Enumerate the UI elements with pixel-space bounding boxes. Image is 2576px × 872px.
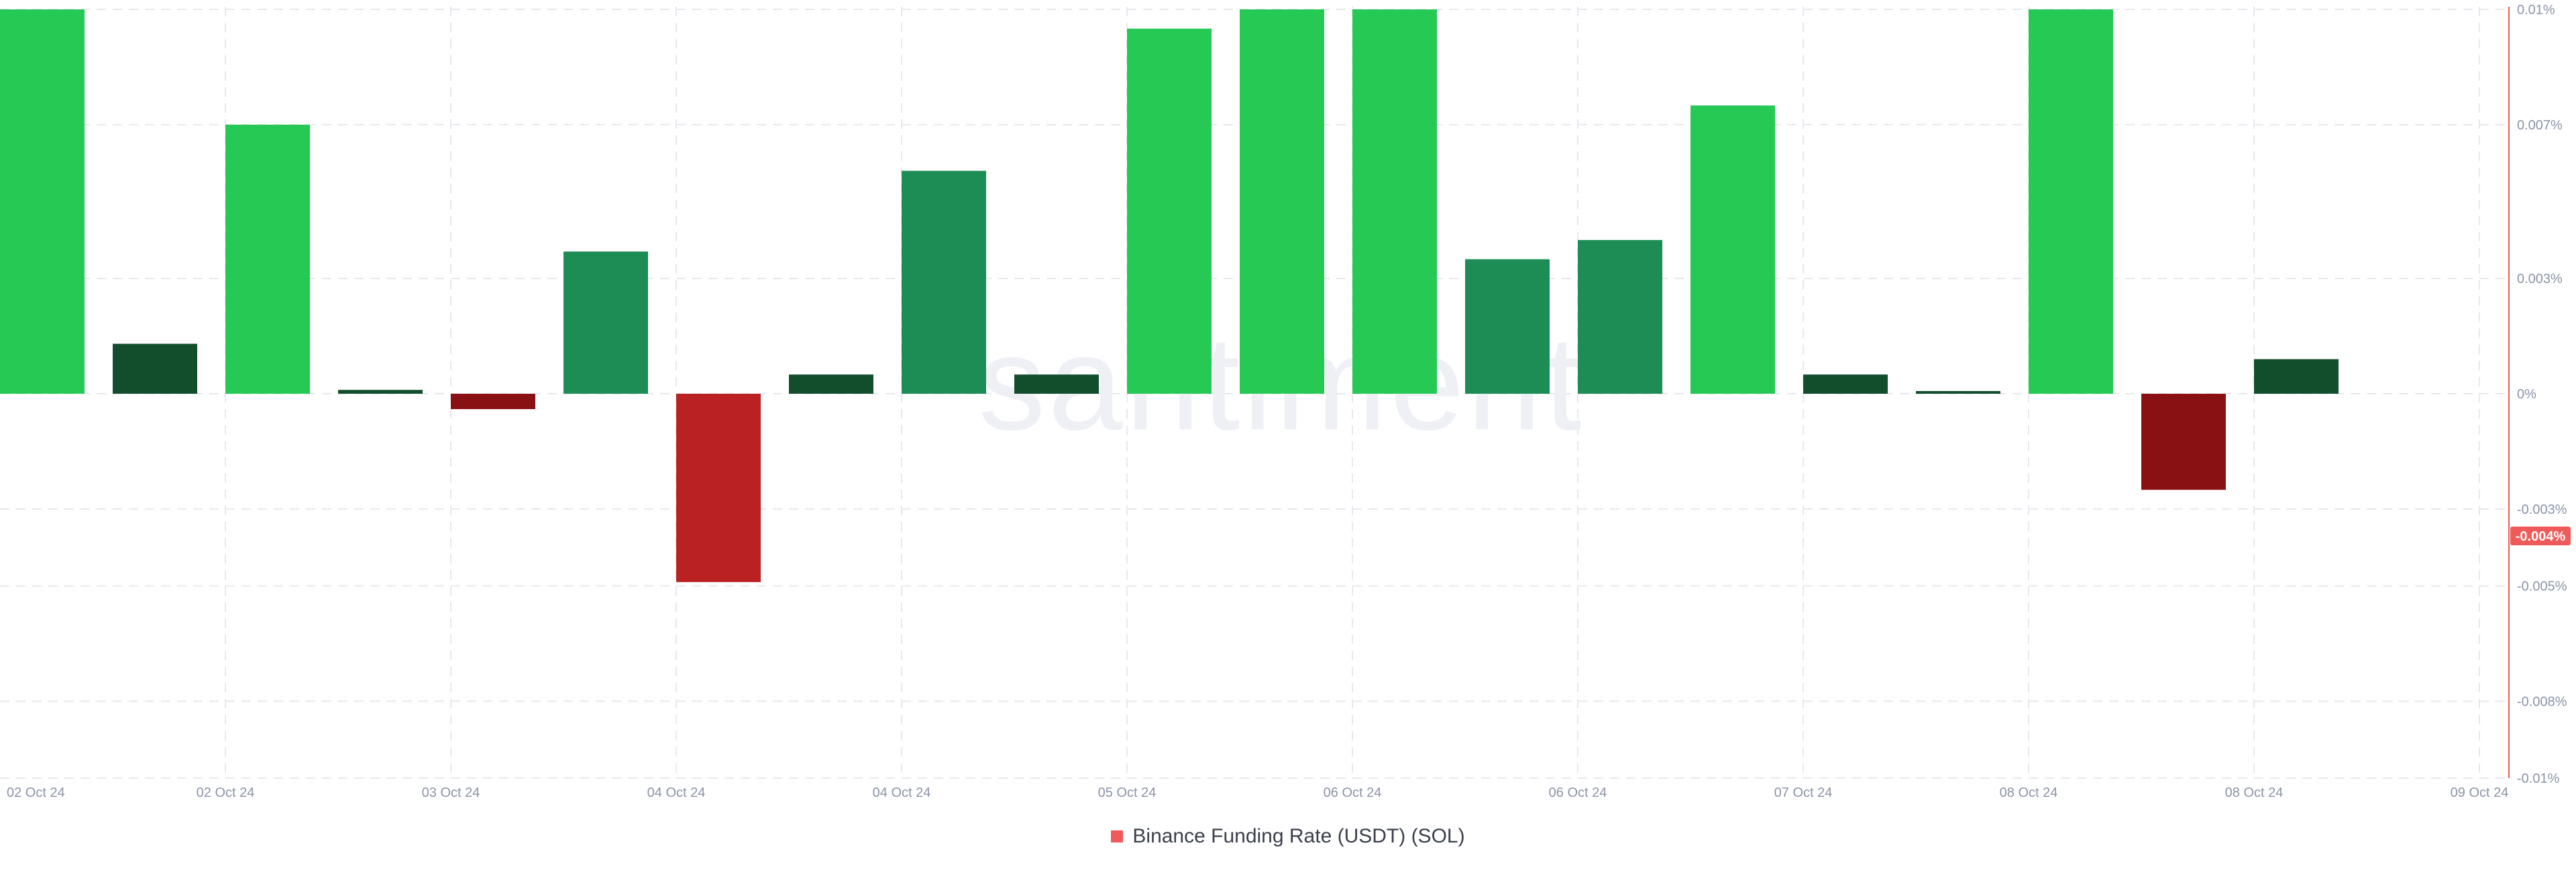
bar-9[interactable] bbox=[902, 170, 986, 394]
current-value-badge: -0.004% bbox=[2510, 527, 2571, 546]
bar-8[interactable] bbox=[789, 374, 873, 394]
x-tick-label: 06 Oct 24 bbox=[1324, 785, 1382, 800]
y-tick-label: -0.01% bbox=[2517, 771, 2560, 786]
bar-7[interactable] bbox=[676, 394, 761, 582]
bar-21[interactable] bbox=[2254, 359, 2339, 394]
bar-18[interactable] bbox=[1916, 391, 2000, 394]
y-axis-ticks: 0.01% 0.007% 0.003% 0% -0.003% -0.005% -0.008%… bbox=[2517, 3, 2567, 786]
y-tick-label: -0.005% bbox=[2517, 580, 2567, 594]
legend-item[interactable]: Binance Funding Rate (USDT) (SOL) bbox=[1111, 825, 1465, 848]
bar-2[interactable] bbox=[113, 343, 197, 394]
bar-16[interactable] bbox=[1690, 105, 1775, 394]
x-tick-label: 05 Oct 24 bbox=[1098, 785, 1157, 800]
current-value-label: -0.004% bbox=[2516, 529, 2566, 544]
y-tick-label: -0.008% bbox=[2517, 694, 2567, 709]
bar-12[interactable] bbox=[1240, 9, 1324, 394]
bar-19[interactable] bbox=[2029, 9, 2113, 394]
x-tick-label: 08 Oct 24 bbox=[2225, 785, 2284, 800]
bar-4[interactable] bbox=[338, 390, 423, 394]
x-tick-label: 04 Oct 24 bbox=[647, 785, 706, 800]
x-tick-label: 03 Oct 24 bbox=[422, 785, 480, 800]
x-tick-label: 08 Oct 24 bbox=[2000, 785, 2058, 800]
bar-11[interactable] bbox=[1127, 28, 1212, 394]
legend-label: Binance Funding Rate (USDT) (SOL) bbox=[1132, 825, 1465, 847]
bar-14[interactable] bbox=[1465, 259, 1550, 394]
bar-3[interactable] bbox=[225, 124, 310, 394]
bar-6[interactable] bbox=[564, 251, 648, 394]
bar-13[interactable] bbox=[1352, 9, 1437, 394]
x-tick-label: 02 Oct 24 bbox=[197, 785, 255, 800]
y-tick-label: 0.003% bbox=[2517, 272, 2563, 286]
bar-15[interactable] bbox=[1578, 239, 1662, 394]
bars bbox=[0, 9, 2339, 582]
bar-5[interactable] bbox=[451, 394, 535, 409]
bar-1[interactable] bbox=[0, 9, 85, 394]
bar-20[interactable] bbox=[2141, 394, 2226, 490]
x-tick-label: 06 Oct 24 bbox=[1549, 785, 1607, 800]
legend: Binance Funding Rate (USDT) (SOL) bbox=[0, 825, 2576, 848]
y-tick-label: 0.01% bbox=[2517, 3, 2555, 17]
legend-swatch bbox=[1111, 830, 1124, 842]
bar-10[interactable] bbox=[1014, 374, 1099, 394]
x-axis-ticks: 02 Oct 24 02 Oct 24 03 Oct 24 04 Oct 24 04 O… bbox=[7, 785, 2508, 800]
x-tick-label: 04 Oct 24 bbox=[873, 785, 931, 800]
current-value-badge-bg bbox=[2510, 527, 2571, 546]
y-tick-label: 0% bbox=[2517, 387, 2536, 402]
bar-17[interactable] bbox=[1803, 374, 1888, 394]
x-tick-label: 09 Oct 24 bbox=[2451, 785, 2509, 800]
x-tick-label: 07 Oct 24 bbox=[1774, 785, 1833, 800]
y-tick-label: 0.007% bbox=[2517, 118, 2563, 133]
y-tick-label: -0.003% bbox=[2517, 502, 2567, 517]
x-tick-label: 02 Oct 24 bbox=[7, 785, 65, 800]
